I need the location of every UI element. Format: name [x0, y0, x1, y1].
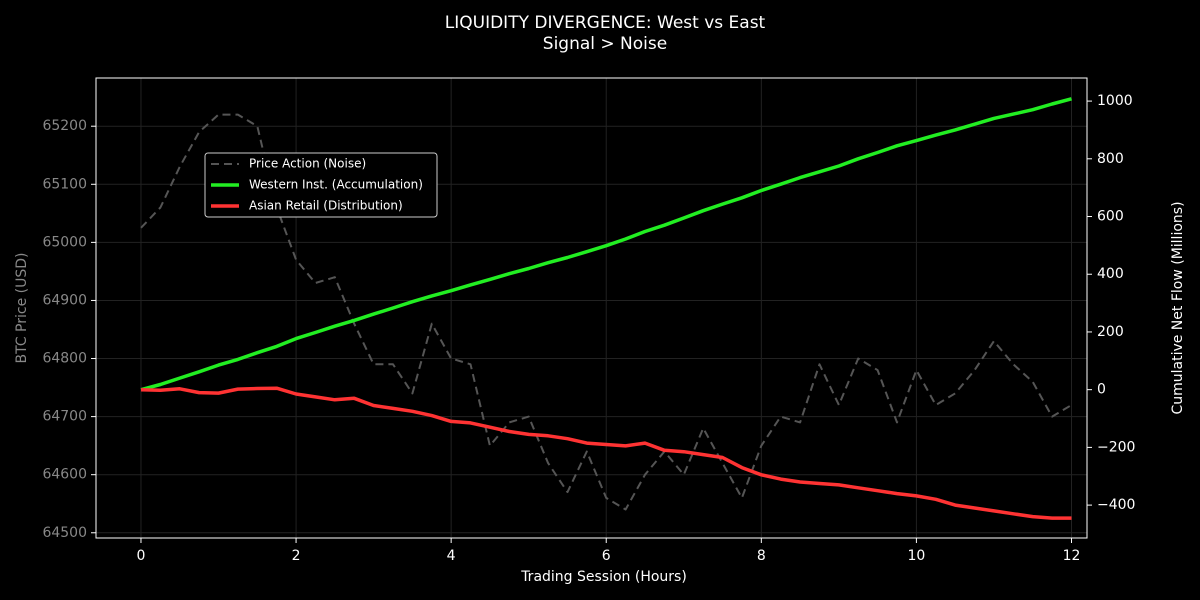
x-tick-label: 10 [907, 548, 925, 564]
y2-tick-label: 600 [1097, 209, 1124, 225]
x-tick-label: 8 [757, 548, 766, 564]
y2-tick-label: 200 [1097, 324, 1124, 340]
y-tick-label: 65100 [42, 176, 87, 192]
y2-tick-label: −200 [1097, 439, 1135, 455]
x-axis-label: Trading Session (Hours) [520, 569, 687, 585]
legend-label: Asian Retail (Distribution) [249, 199, 403, 213]
series-line [140, 386, 1072, 520]
series-line [140, 113, 1073, 511]
plot-frame [95, 77, 1088, 539]
y-tick-label: 64900 [42, 292, 87, 308]
chart-subtitle: Signal > Noise [543, 34, 667, 54]
y2-tick-label: 800 [1097, 151, 1124, 167]
series-line [140, 97, 1072, 392]
x-tick-label: 0 [137, 548, 146, 564]
x-tick-label: 2 [292, 548, 301, 564]
y2-axis-label: Cumulative Net Flow (Millions) [1170, 201, 1186, 414]
y-tick-label: 64800 [42, 351, 87, 367]
chart-title: LIQUIDITY DIVERGENCE: West vs East [445, 13, 766, 33]
y-tick-label: 65200 [42, 118, 87, 134]
y-tick-label: 65000 [42, 234, 87, 250]
y-tick-label: 64500 [42, 525, 87, 541]
y-tick-label: 64600 [42, 467, 87, 483]
x-tick-label: 6 [602, 548, 611, 564]
x-tick-label: 4 [447, 548, 456, 564]
legend-label: Price Action (Noise) [249, 157, 366, 171]
legend-box [204, 152, 438, 218]
y2-tick-label: 0 [1097, 382, 1106, 398]
y2-tick-label: 400 [1097, 266, 1124, 282]
y-axis-label: BTC Price (USD) [14, 252, 30, 363]
x-tick-label: 12 [1063, 548, 1081, 564]
y2-tick-label: −400 [1097, 497, 1135, 513]
legend-label: Western Inst. (Accumulation) [249, 178, 423, 192]
y2-tick-label: 1000 [1097, 93, 1133, 109]
y-tick-label: 64700 [42, 409, 87, 425]
